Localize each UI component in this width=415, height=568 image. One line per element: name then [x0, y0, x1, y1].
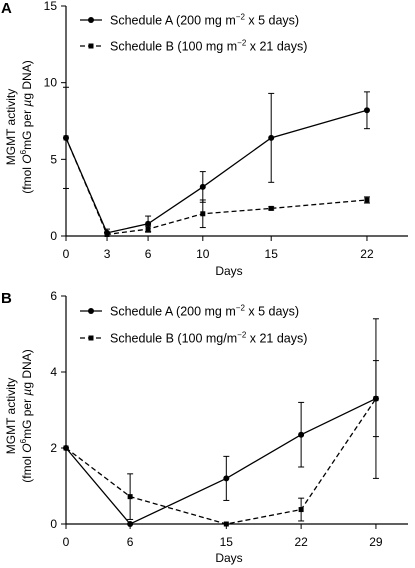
series-line: [65, 137, 368, 236]
data-point: [373, 396, 379, 402]
legend-entry: Schedule A (200 mg m−2 x 5 days): [80, 13, 299, 28]
data-point: [63, 445, 69, 451]
y-title-part: mG per: [20, 396, 34, 439]
data-point: [127, 494, 133, 500]
legend-entry: Schedule A (200 mg m−2 x 5 days): [80, 304, 299, 319]
legend-sup: −2: [236, 13, 246, 22]
legend-entry: Schedule B (100 mg/m−2 x 21 days): [80, 331, 307, 346]
data-point: [298, 507, 304, 513]
legend-marker: [88, 335, 94, 341]
x-axis-title: Days: [215, 551, 242, 565]
series-b: [63, 360, 379, 527]
data-point: [268, 205, 274, 211]
legend-part: Schedule B (100 mg m: [110, 40, 237, 54]
legend-part: Schedule A (200 mg m: [110, 14, 236, 28]
legend-part: Schedule A (200 mg m: [110, 305, 236, 319]
y-title-sup: 6: [19, 149, 28, 154]
legend-part: x 5 days): [245, 14, 299, 28]
series-b: [63, 135, 370, 237]
legend-part: x 5 days): [245, 305, 299, 319]
legend-marker: [88, 17, 94, 23]
data-point: [223, 475, 230, 482]
y-tick-label: 0: [50, 517, 57, 531]
y-title-part: mG per: [20, 107, 34, 150]
y-tick-label: 5: [50, 152, 57, 166]
y-title-sup: 6: [19, 438, 28, 443]
data-point: [268, 134, 275, 141]
data-point: [145, 226, 151, 232]
legend-sup: −2: [237, 39, 247, 48]
legend-label: Schedule B (100 mg m−2 x 21 days): [110, 39, 307, 54]
y-title-part: (fmol: [20, 164, 34, 194]
series-a: [63, 86, 370, 237]
y-tick-label: 0: [50, 229, 57, 243]
data-point: [63, 135, 69, 141]
y-title-part: O: [20, 154, 34, 163]
x-tick-label: 22: [360, 247, 374, 261]
y-tick-label: 2: [50, 441, 57, 455]
legend-part: x 21 days): [246, 40, 307, 54]
panel-letter: A: [1, 0, 12, 17]
x-axis-title: Days: [215, 264, 242, 278]
series-line: [65, 109, 368, 234]
y-axis-title-line2: (fmol O6mG per µg DNA): [19, 349, 34, 482]
x-tick-label: 6: [145, 247, 152, 261]
x-tick-label: 0: [63, 535, 70, 549]
data-point: [200, 211, 206, 217]
legend-part: x 21 days): [246, 332, 307, 346]
series-line: [65, 398, 377, 525]
y-tick-label: 4: [50, 365, 57, 379]
legend-sup: −2: [237, 331, 247, 340]
legend-sup: −2: [236, 304, 246, 313]
data-point: [104, 231, 110, 237]
x-tick-label: 3: [104, 247, 111, 261]
x-tick-label: 22: [294, 535, 308, 549]
data-point: [298, 431, 305, 438]
series-line: [65, 398, 377, 525]
x-tick-label: 10: [196, 247, 210, 261]
x-tick-label: 15: [220, 535, 234, 549]
legend-part: Schedule B (100 mg/m: [110, 332, 237, 346]
y-title-part: g DNA): [20, 60, 34, 99]
data-point: [127, 521, 134, 527]
y-axis-title-line1: MGMT activity: [4, 89, 18, 165]
legend-label: Schedule A (200 mg m−2 x 5 days): [110, 304, 299, 319]
y-tick-label: 15: [44, 0, 58, 13]
y-axis-title-line1: MGMT activity: [4, 378, 18, 454]
x-tick-label: 15: [265, 247, 279, 261]
x-tick-label: 29: [369, 535, 383, 549]
y-tick-label: 6: [50, 289, 57, 303]
y-title-part: (fmol: [20, 453, 34, 483]
series-a: [63, 318, 379, 527]
data-point: [364, 197, 370, 203]
legend-entry: Schedule B (100 mg m−2 x 21 days): [80, 39, 307, 54]
x-tick-label: 6: [127, 535, 134, 549]
legend-label: Schedule A (200 mg m−2 x 5 days): [110, 13, 299, 28]
data-point: [223, 521, 229, 527]
y-title-part: µ: [20, 100, 34, 107]
data-point: [199, 183, 206, 190]
legend-marker: [88, 43, 94, 49]
panel-a: A 0 5 10 15 0 3 6 10 15 22 Days MGMT activity(fmol O…: [1, 0, 408, 278]
x-tick-label: 0: [63, 247, 70, 261]
data-point: [145, 220, 152, 227]
y-axis-title-line2: (fmol O6mG per µg DNA): [19, 60, 34, 193]
y-title-part: O: [20, 443, 34, 452]
data-point: [363, 107, 370, 114]
legend-label: Schedule B (100 mg/m−2 x 21 days): [110, 331, 307, 346]
panel-letter: B: [1, 290, 12, 307]
y-tick-label: 10: [44, 76, 58, 90]
y-title-part: µ: [20, 389, 34, 396]
legend-marker: [88, 308, 94, 314]
y-title-part: g DNA): [20, 349, 34, 388]
